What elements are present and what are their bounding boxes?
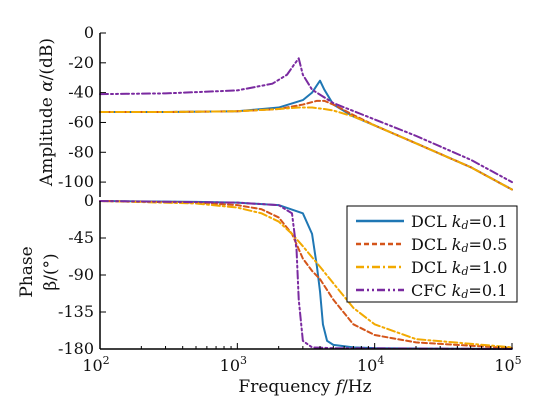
phase-x-ticks: 102 103 104 105 bbox=[82, 343, 522, 375]
amplitude-y-ticks: 0 -20 -40 -60 -80 -100 bbox=[58, 23, 106, 191]
legend-label: DCL kd=1.0 bbox=[411, 258, 507, 278]
x-tick-label: 102 bbox=[82, 354, 109, 375]
phase-y-label-line1: Phase bbox=[17, 246, 37, 297]
amplitude-y-label-var: α bbox=[37, 80, 57, 92]
amplitude-y-tick-label: -80 bbox=[68, 142, 94, 161]
legend-label: DCL kd=0.5 bbox=[411, 235, 507, 255]
amplitude-y-tick-label: -60 bbox=[68, 112, 94, 131]
phase-y-tick-label: -45 bbox=[68, 228, 94, 247]
x-tick-label: 103 bbox=[220, 354, 247, 375]
x-label-var: f bbox=[334, 377, 345, 397]
x-tick-label: 104 bbox=[357, 354, 384, 375]
phase-y-tick-label: 0 bbox=[84, 191, 94, 210]
legend-label: CFC kd=0.1 bbox=[411, 281, 507, 301]
amplitude-series-line-3 bbox=[99, 106, 513, 191]
phase-series-line-4 bbox=[99, 200, 513, 350]
phase-y-tick-label: -90 bbox=[68, 265, 94, 284]
amplitude-y-tick-label: -40 bbox=[68, 83, 94, 102]
phase-y-label-line2: β/(°) bbox=[41, 253, 61, 290]
amplitude-y-label: Amplitude α/(dB) bbox=[37, 38, 57, 187]
x-axis-label: Frequency f/Hz bbox=[238, 377, 371, 397]
phase-y-tick-label: -135 bbox=[58, 302, 94, 321]
amplitude-y-tick-label: -100 bbox=[58, 172, 94, 191]
phase-series-line-2 bbox=[99, 200, 513, 350]
legend-items: DCL kd=0.1 DCL kd=0.5 DCL kd=1.0 CFC kd=0.1 bbox=[356, 212, 507, 301]
x-tick-label: 105 bbox=[494, 354, 521, 375]
phase-y-tick-label: -180 bbox=[58, 339, 94, 358]
phase-y-ticks: 0 -45 -90 -135 -180 bbox=[58, 191, 106, 358]
legend: DCL kd=0.1 DCL kd=0.5 DCL kd=1.0 CFC kd=0.1 bbox=[346, 205, 518, 303]
amplitude-series-line-2 bbox=[99, 99, 513, 191]
legend-label: DCL kd=0.1 bbox=[411, 212, 507, 232]
amplitude-series bbox=[99, 57, 513, 191]
phase-panel: 0 -45 -90 -135 -180 102 103 104 105 Phase β/(°)… bbox=[17, 191, 522, 397]
amplitude-series-line-4 bbox=[99, 57, 513, 184]
amplitude-y-tick-label: 0 bbox=[84, 23, 94, 42]
phase-series bbox=[99, 200, 513, 350]
amplitude-panel: 0 -20 -40 -60 -80 -100 Amplitude α/(dB) bbox=[37, 23, 513, 197]
amplitude-y-tick-label: -20 bbox=[68, 53, 94, 72]
amplitude-y-label-text: Amplitude bbox=[37, 92, 57, 187]
amplitude-y-label-unit: /(dB) bbox=[37, 38, 57, 80]
x-label-unit: /Hz bbox=[342, 377, 372, 397]
amplitude-series-line-1 bbox=[99, 79, 513, 191]
phase-series-line-3 bbox=[99, 200, 513, 349]
x-label-text: Frequency bbox=[238, 377, 335, 397]
